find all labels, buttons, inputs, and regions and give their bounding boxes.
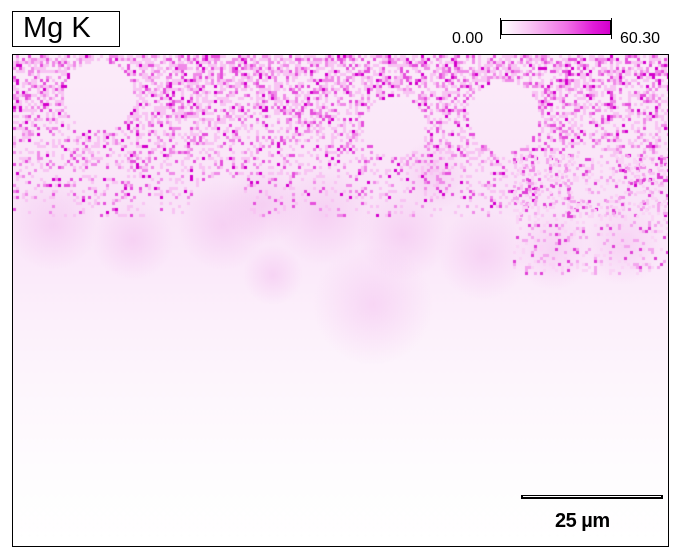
- colorscale-max-label: 60.30: [620, 30, 661, 47]
- mg-distribution-map: [13, 55, 668, 546]
- element-label: Mg K: [12, 11, 120, 47]
- colorscale-min-label: 0.00: [452, 30, 484, 47]
- elemental-map-image: 25 µm: [12, 54, 669, 547]
- colorscale-bar: [500, 18, 612, 39]
- colorscale-gradient: [501, 20, 611, 35]
- scale-bar-label: 25 µm: [555, 510, 610, 532]
- scale-bar-line: [521, 495, 663, 499]
